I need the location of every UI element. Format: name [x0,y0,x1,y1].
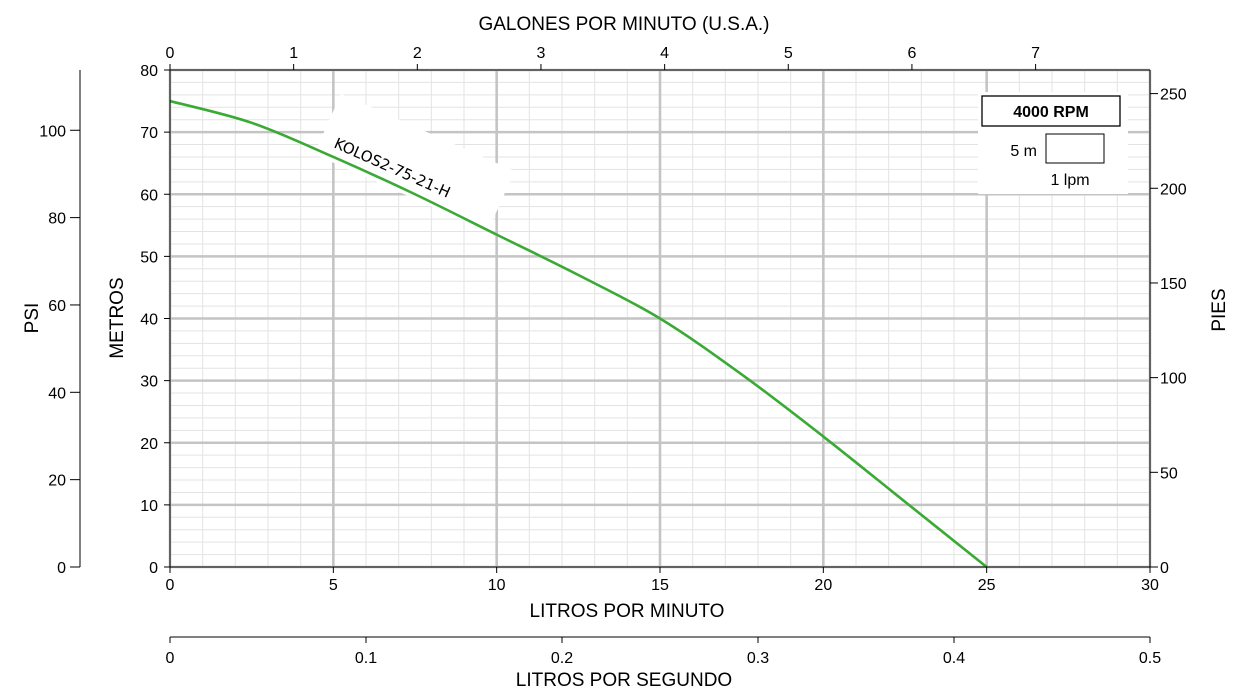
left-outer-tick-label: 0 [57,560,66,577]
tick-labels: 0 5 10 15 20 25 300 1 2 3 4 5 6 701020304050607080020… [39,45,1187,667]
right-tick-label: 50 [1160,465,1178,482]
top-tick-label: 4 [660,45,669,62]
scale-legend-horizontal: 1 lpm [1050,172,1089,189]
bottom2-tick-label: 0.2 [551,650,573,667]
left-inner-tick-label: 10 [140,498,158,515]
left-inner-tick-label: 40 [140,312,158,329]
bottom2-tick-label: 0.3 [747,650,769,667]
left-inner-tick-label: 60 [140,187,158,204]
left-inner-tick-label: 20 [140,436,158,453]
left-outer-tick-label: 40 [48,385,66,402]
bottom-tick-label: 15 [651,577,669,594]
left-outer-tick-label: 20 [48,473,66,490]
bottom2-axis-title: LITROS POR SEGUNDO [516,670,732,691]
bottom2-tick-label: 0.5 [1139,650,1161,667]
top-tick-label: 0 [166,45,175,62]
left-outer-tick-label: 100 [39,123,66,140]
bottom-tick-label: 0 [166,577,175,594]
top-tick-label: 5 [784,45,793,62]
left-inner-axis-title: METROS [107,277,128,358]
bottom-tick-label: 30 [1141,577,1159,594]
right-tick-label: 150 [1160,276,1187,293]
top-tick-label: 6 [907,45,916,62]
bottom-tick-label: 10 [488,577,506,594]
left-outer-axis-title: PSI [22,303,43,334]
left-inner-tick-label: 30 [140,374,158,391]
bottom-tick-label: 25 [978,577,996,594]
rpm-label: 4000 RPM [1013,104,1089,121]
scale-legend-vertical: 5 m [1010,143,1037,160]
right-tick-label: 0 [1160,560,1169,577]
bottom2-tick-label: 0.4 [943,650,965,667]
right-tick-label: 200 [1160,181,1187,198]
left-inner-tick-label: 80 [140,63,158,80]
curve-label-background [314,93,515,232]
axes [70,64,1158,643]
top-axis-title: GALONES POR MINUTO (U.S.A.) [478,14,769,35]
left-inner-tick-label: 70 [140,125,158,142]
top-tick-label: 7 [1031,45,1040,62]
bottom2-tick-label: 0.1 [355,650,377,667]
rpm-box [981,95,1121,127]
bottom2-tick-label: 0 [166,650,175,667]
scale-legend-box [1045,133,1105,164]
top-tick-label: 1 [289,45,298,62]
bottom-tick-label: 5 [329,577,338,594]
left-outer-tick-label: 80 [48,211,66,228]
left-outer-tick-label: 60 [48,298,66,315]
left-inner-tick-label: 50 [140,249,158,266]
right-tick-label: 250 [1160,87,1187,104]
top-tick-label: 3 [537,45,546,62]
right-axis-title: PIES [1209,288,1230,331]
top-tick-label: 2 [413,45,422,62]
bottom-tick-label: 20 [814,577,832,594]
right-tick-label: 100 [1160,371,1187,388]
bottom-axis-title: LITROS POR MINUTO [530,601,725,622]
left-inner-tick-label: 0 [149,560,158,577]
series-line-kolos2-75-21-h [169,99,988,569]
